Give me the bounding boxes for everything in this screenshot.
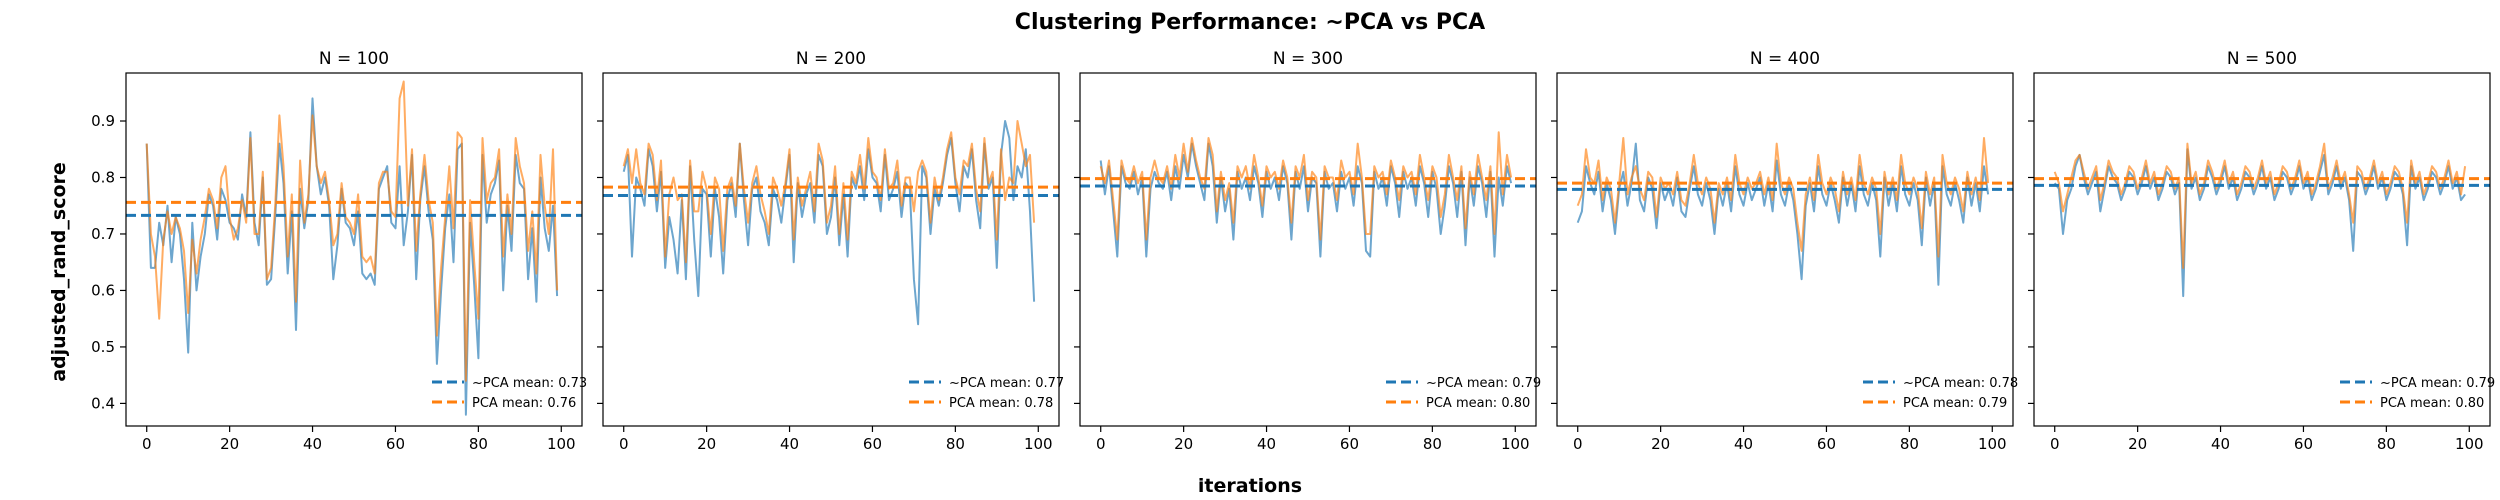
- subplot-title: N = 400: [1750, 49, 1820, 69]
- plot-area: [1557, 137, 2013, 286]
- x-tick-label: 0: [1096, 435, 1106, 453]
- tilde-pca-series-line: [145, 97, 559, 416]
- x-tick-label: 80: [946, 435, 965, 453]
- x-tick-label: 40: [303, 435, 322, 453]
- pca-series-line: [145, 80, 559, 382]
- subplot-1: N = 100 0 20 40 60 80 100 0.4 0.5 0.6 0.7 0.8 0.9 ~PC…: [91, 49, 587, 453]
- subplot-3: N = 300 0 20 40 60 80 100 ~PCA mean: 0.79 PCA me…: [1074, 49, 1541, 453]
- tilde-pca-series-line: [2053, 148, 2466, 298]
- subplots: N = 100 0 20 40 60 80 100 0.4 0.5 0.6 0.7 0.8 0.9 ~PC…: [91, 49, 2495, 453]
- y-tick-label: 0.9: [91, 112, 115, 130]
- x-tick-label: 100: [1024, 435, 1053, 453]
- subplot-title: N = 100: [319, 49, 389, 69]
- x-tick-label: 80: [469, 435, 488, 453]
- plot-area: [1080, 131, 1536, 258]
- x-tick-label: 100: [1978, 435, 2007, 453]
- legend-label: ~PCA mean: 0.79: [1426, 376, 1541, 391]
- x-tick-label: 20: [2128, 435, 2147, 453]
- legend-label: PCA mean: 0.76: [472, 396, 576, 411]
- x-tick-label: 60: [863, 435, 882, 453]
- legend-label: ~PCA mean: 0.77: [949, 376, 1064, 391]
- x-tick-label: 40: [780, 435, 799, 453]
- legend-label: PCA mean: 0.80: [1426, 396, 1530, 411]
- x-tick-label: 60: [386, 435, 405, 453]
- x-tick-label: 0: [142, 435, 152, 453]
- x-tick-label: 60: [2294, 435, 2313, 453]
- legend-label: ~PCA mean: 0.79: [2380, 376, 2495, 391]
- x-tick-label: 100: [1501, 435, 1530, 453]
- figure-title: Clustering Performance: ~PCA vs PCA: [1015, 10, 1485, 35]
- y-tick-label: 0.8: [91, 168, 115, 186]
- x-tick-label: 100: [547, 435, 576, 453]
- x-tick-label: 60: [1817, 435, 1836, 453]
- legend-label: ~PCA mean: 0.73: [472, 376, 587, 391]
- legend-label: PCA mean: 0.79: [1903, 396, 2007, 411]
- x-tick-label: 20: [220, 435, 239, 453]
- x-tick-label: 20: [697, 435, 716, 453]
- y-tick-label: 0.4: [91, 394, 115, 412]
- axes-frame: [125, 72, 583, 427]
- x-tick-label: 20: [1651, 435, 1670, 453]
- x-tick-label: 40: [2211, 435, 2230, 453]
- figure-xlabel: iterations: [1198, 475, 1302, 497]
- pca-series-line: [622, 120, 1036, 264]
- axes-frame: [1556, 72, 2014, 427]
- y-tick-label: 0.7: [91, 225, 115, 243]
- x-tick-label: 0: [619, 435, 629, 453]
- x-tick-label: 60: [1340, 435, 1359, 453]
- axes-frame: [2033, 72, 2491, 427]
- tilde-pca-series-line: [1099, 142, 1513, 258]
- x-tick-label: 80: [2377, 435, 2396, 453]
- tilde-pca-series-line: [622, 120, 1036, 326]
- subplot-title: N = 300: [1273, 49, 1343, 69]
- y-tick-label: 0.6: [91, 281, 115, 299]
- plot-area: [603, 120, 1059, 326]
- legend-label: PCA mean: 0.80: [2380, 396, 2484, 411]
- subplot-title: N = 500: [2227, 49, 2297, 69]
- x-tick-label: 0: [1573, 435, 1583, 453]
- legend-label: ~PCA mean: 0.78: [1903, 376, 2018, 391]
- figure-ylabel: adjusted_rand_score: [48, 162, 70, 382]
- x-tick-label: 40: [1734, 435, 1753, 453]
- legend-label: PCA mean: 0.78: [949, 396, 1053, 411]
- axes-frame: [1079, 72, 1537, 427]
- tilde-pca-series-line: [1576, 142, 1990, 286]
- subplot-4: N = 400 0 20 40 60 80 100 ~PCA mean: 0.78 PCA me…: [1551, 49, 2018, 453]
- x-tick-label: 80: [1900, 435, 1919, 453]
- plot-area: [2034, 142, 2490, 298]
- subplot-2: N = 200 0 20 40 60 80 100 ~PCA mean: 0.77 PCA me…: [597, 49, 1064, 453]
- axes-frame: [602, 72, 1060, 427]
- y-tick-label: 0.5: [91, 338, 115, 356]
- pca-series-line: [2053, 142, 2467, 269]
- x-tick-label: 20: [1174, 435, 1193, 453]
- subplot-title: N = 200: [796, 49, 866, 69]
- x-tick-label: 40: [1257, 435, 1276, 453]
- subplot-5: N = 500 0 20 40 60 80 100 ~PCA mean: 0.79 PCA me…: [2028, 49, 2495, 453]
- x-tick-label: 100: [2455, 435, 2484, 453]
- x-tick-label: 80: [1423, 435, 1442, 453]
- x-tick-label: 0: [2050, 435, 2060, 453]
- plot-area: [126, 80, 582, 416]
